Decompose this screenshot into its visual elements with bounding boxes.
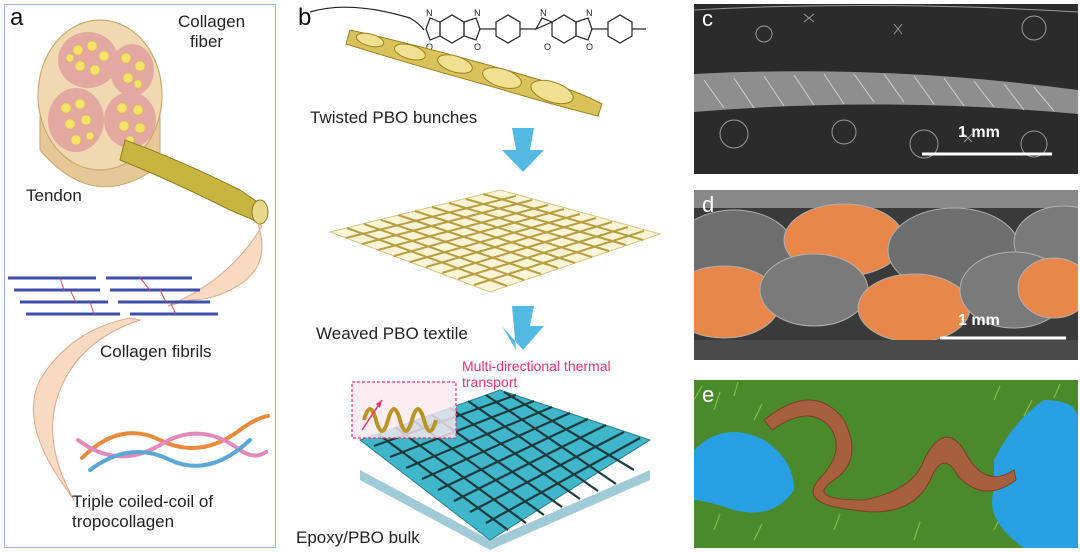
triple-coil-line1: Triple coiled-coil of [72,492,214,511]
thermal-spring [362,407,438,433]
panel-b-letter: b [298,4,312,31]
chem-atom-4: O [474,42,481,52]
chem-atom-1: N [426,8,433,18]
chem-atom-5: N [540,8,547,18]
panel-a [4,4,276,548]
chem-atom-8: O [586,42,593,52]
panel-b-illustration: N O N O N O N O [309,6,662,550]
weaved-pbo-label: Weaved PBO textile [316,324,468,343]
panel-a-illustration [8,19,270,501]
collagen-fibrils-bars [8,276,218,316]
weaved-pbo-textile [328,189,662,293]
collagen-fiber-line2: fiber [190,32,224,51]
panel-d-scale-label: 1 mm [958,312,1000,329]
down-arrow-2 [502,306,544,350]
chem-atom-7: N [586,8,593,18]
tendon-tail [119,139,266,223]
panel-c-letter: c [702,6,713,31]
epoxy-bulk-label: Epoxy/PBO bulk [296,528,420,547]
multi-directional-line1: Multi-directional thermal [462,358,611,374]
panel-e-letter: e [702,382,715,407]
tropocollagen-triple-helix [76,414,270,472]
tendon-label: Tendon [26,186,82,205]
panel-c-sem-image [694,4,1078,174]
down-arrow-1 [502,128,544,172]
twisted-pbo-label: Twisted PBO bunches [310,108,478,127]
panel-d-letter: d [702,192,715,217]
triple-coil-label: Triple coiled-coil of tropocollagen [72,492,213,532]
collagen-fiber-label: Collagen fiber [178,12,245,52]
chem-atom-6: O [544,42,551,52]
multi-directional-line2: transport [462,374,518,390]
triple-coil-line2: tropocollagen [72,512,175,531]
panel-e-photo [694,380,1078,548]
panel-a-letter: a [10,4,24,31]
chem-atom-3: N [474,8,481,18]
right-glove [992,400,1078,548]
twisted-pbo-bunch [345,29,603,117]
collagen-fibrils-label: Collagen fibrils [100,342,212,361]
chem-atom-2: O [426,42,433,52]
left-glove [694,432,794,513]
multi-directional-label: Multi-directional thermal transport [462,358,611,390]
brown-film [763,399,1017,513]
panel-d-sem-image [694,190,1078,360]
pbo-chemical-structure [309,6,646,44]
panel-c-scale-label: 1 mm [958,124,1000,141]
collagen-fiber-line1: Collagen [178,12,246,31]
